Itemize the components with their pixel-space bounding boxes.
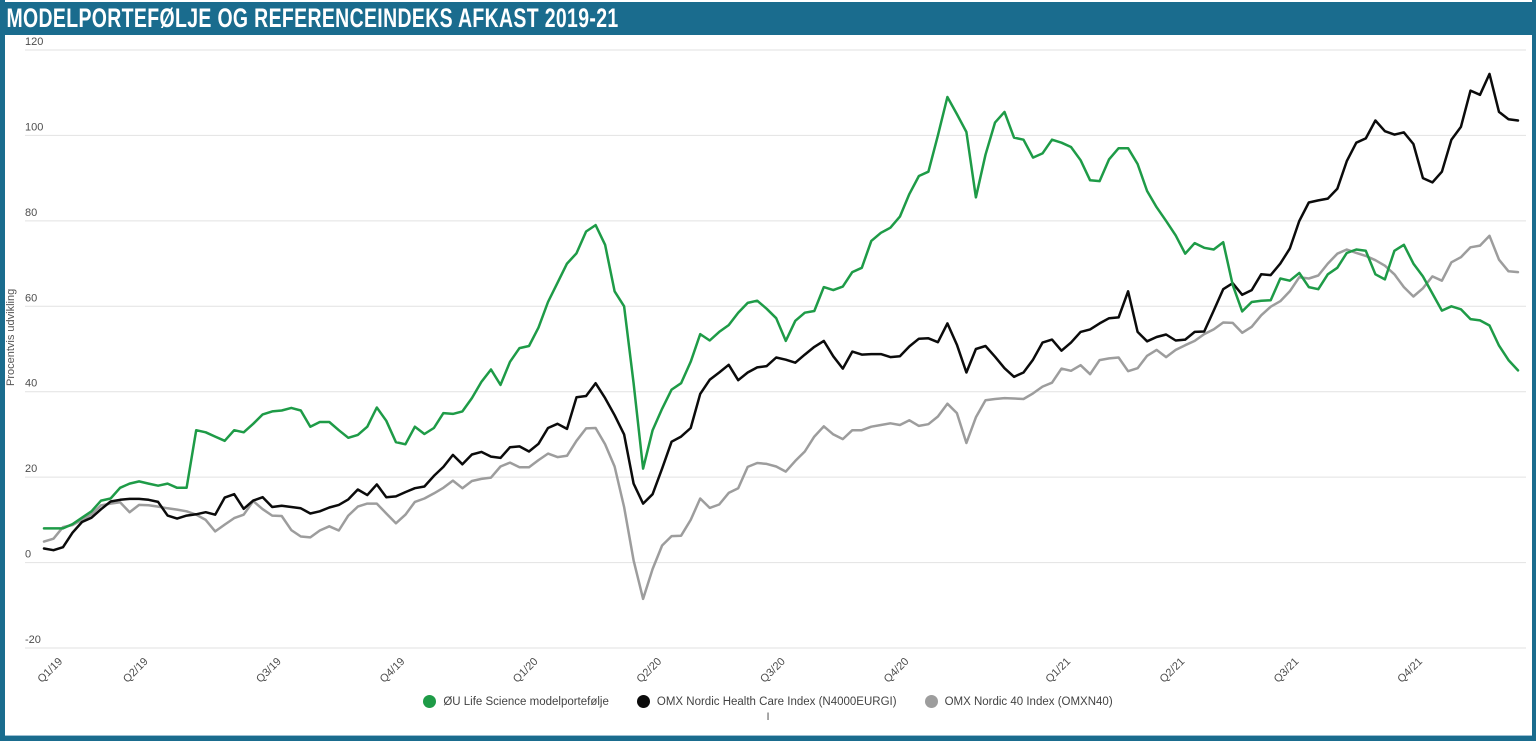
legend-item-life-science[interactable]: ØU Life Science modelportefølje xyxy=(423,695,609,708)
legend-marker-icon xyxy=(636,695,650,708)
y-axis-title: Procentvis udvikling xyxy=(5,288,17,386)
footer-mark: I xyxy=(766,711,770,723)
y-axis-tick-label: 100 xyxy=(25,121,43,133)
x-axis-tick-label: Q2/19 xyxy=(121,656,151,686)
legend-label: OMX Nordic Health Care Index (N4000EURGI… xyxy=(656,695,897,708)
x-axis-tick-label: Q4/21 xyxy=(1395,656,1425,686)
legend: ØU Life Science modelportefølje OMX Nord… xyxy=(0,695,1536,708)
x-axis-tick-label: Q3/21 xyxy=(1272,656,1302,686)
legend-label: ØU Life Science modelportefølje xyxy=(443,695,609,708)
series-line-2[interactable] xyxy=(42,234,1520,601)
legend-label: OMX Nordic 40 Index (OMXN40) xyxy=(944,695,1113,708)
legend-marker-icon xyxy=(924,695,938,708)
chart-title: MODELPORTEFØLJE OG REFERENCEINDEKS AFKAS… xyxy=(6,3,619,33)
y-axis-tick-label: 120 xyxy=(25,36,43,48)
x-axis-tick-label: Q1/20 xyxy=(511,656,541,686)
y-axis-tick-label: 20 xyxy=(25,463,37,475)
x-axis-tick-label: Q2/21 xyxy=(1158,656,1188,686)
y-axis-tick-label: 0 xyxy=(25,549,31,561)
y-axis-tick-label: 60 xyxy=(25,292,37,304)
y-axis-tick-label: -20 xyxy=(25,634,41,646)
x-axis-tick-label: Q3/19 xyxy=(254,656,284,686)
title-bar: MODELPORTEFØLJE OG REFERENCEINDEKS AFKAS… xyxy=(0,2,1536,35)
x-axis-tick-label: Q2/20 xyxy=(635,656,665,686)
series-line-1[interactable] xyxy=(42,72,1520,552)
series-line-0[interactable] xyxy=(42,95,1520,530)
y-axis-tick-label: 80 xyxy=(25,207,37,219)
legend-item-omxn40-index[interactable]: OMX Nordic 40 Index (OMXN40) xyxy=(924,695,1113,708)
y-axis-tick-label: 40 xyxy=(25,378,37,390)
x-axis-tick-label: Q4/20 xyxy=(882,656,912,686)
x-axis-tick-label: Q1/19 xyxy=(35,656,65,686)
x-axis-tick-label: Q1/21 xyxy=(1043,656,1073,686)
x-axis-tick-label: Q4/19 xyxy=(378,656,408,686)
x-axis-tick-label: Q3/20 xyxy=(758,656,788,686)
legend-item-health-care-index[interactable]: OMX Nordic Health Care Index (N4000EURGI… xyxy=(636,695,897,708)
legend-marker-icon xyxy=(423,695,437,708)
